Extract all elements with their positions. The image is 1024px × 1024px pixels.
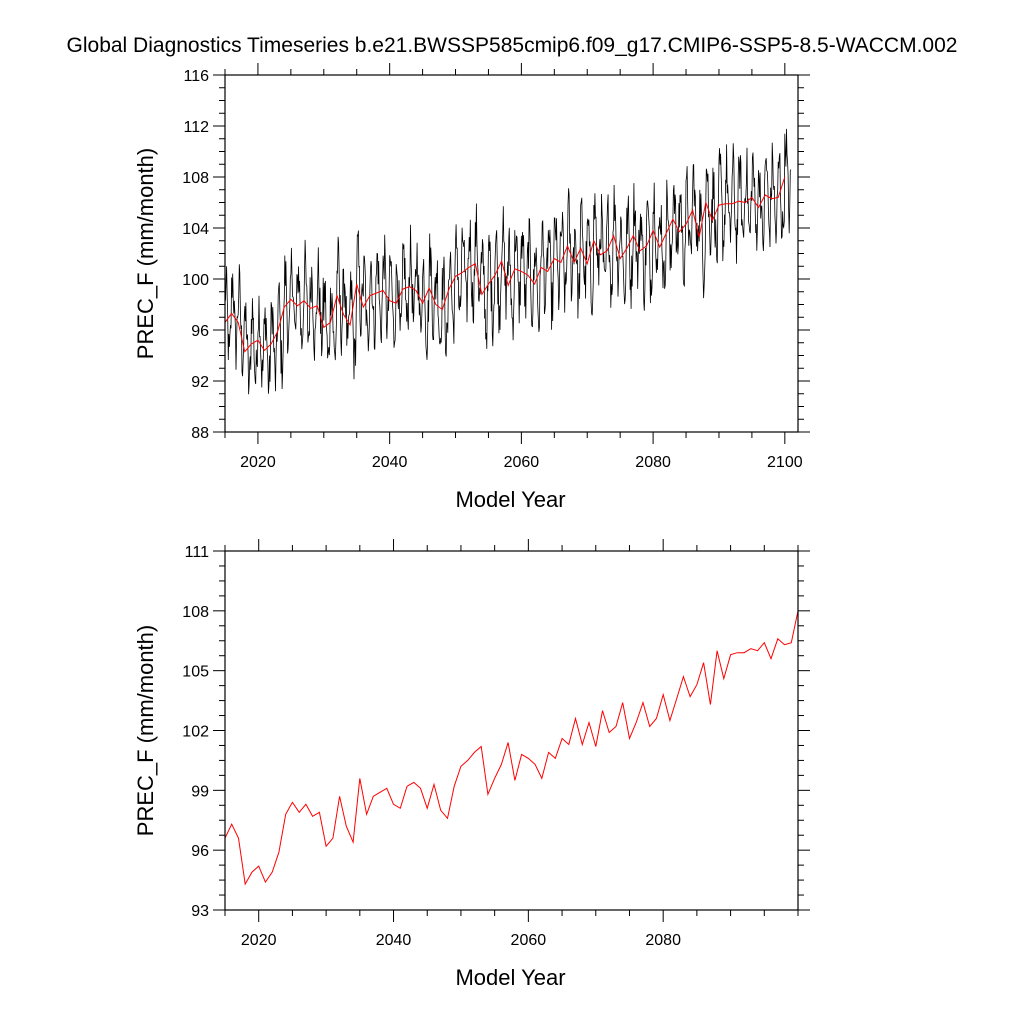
bottom-y-tick-label: 108	[182, 604, 209, 621]
top-y-axis-title: PREC_F (mm/month)	[133, 148, 158, 359]
bottom-x-tick-label: 2040	[376, 932, 412, 949]
bottom-y-tick-label: 111	[185, 544, 209, 561]
top-x-axis-title: Model Year	[455, 487, 565, 512]
bottom-y-tick-label: 96	[191, 843, 209, 860]
top-y-tick-label: 92	[191, 374, 209, 391]
top-annual-mean-series-line	[225, 176, 786, 353]
top-panel: 2020 2040 2060 2080 2100 88 92 96 100 104 108 112 11…	[133, 63, 810, 512]
bottom-y-tick-label: 93	[191, 903, 209, 920]
bottom-y-tick-label: 99	[191, 783, 209, 800]
bottom-y-axis-title: PREC_F (mm/month)	[133, 625, 158, 836]
bottom-plot-frame	[224, 550, 799, 911]
bottom-x-axis-title: Model Year	[455, 965, 565, 990]
top-plot-frame	[224, 74, 799, 433]
top-y-tick-label: 88	[191, 425, 209, 442]
bottom-panel: 2020 2040 2060 2080 93 96 99 102 105 108 111 Model …	[133, 539, 810, 990]
bottom-x-tick-label: 2020	[241, 932, 277, 949]
top-y-tick-label: 100	[182, 272, 209, 289]
top-x-tick-label: 2080	[635, 454, 671, 471]
bottom-y-tick-label: 105	[182, 664, 209, 681]
bottom-x-tick-label: 2060	[511, 932, 547, 949]
top-y-tick-label: 116	[183, 68, 209, 85]
top-y-tick-label: 108	[182, 170, 209, 187]
top-y-tick-label: 112	[183, 119, 209, 136]
top-x-tick-label: 2100	[767, 454, 803, 471]
chart-title: Global Diagnostics Timeseries b.e21.BWSS…	[66, 34, 958, 57]
bottom-y-tick-label: 102	[182, 724, 209, 741]
top-x-tick-label: 2040	[372, 454, 408, 471]
top-y-tick-label: 96	[191, 323, 209, 340]
top-x-tick-label: 2060	[504, 454, 540, 471]
top-monthly-series-line	[225, 128, 792, 395]
bottom-x-tick-label: 2080	[645, 932, 681, 949]
bottom-annual-mean-series-line	[225, 610, 798, 886]
top-x-tick-label: 2020	[240, 454, 276, 471]
top-y-tick-label: 104	[182, 221, 209, 238]
